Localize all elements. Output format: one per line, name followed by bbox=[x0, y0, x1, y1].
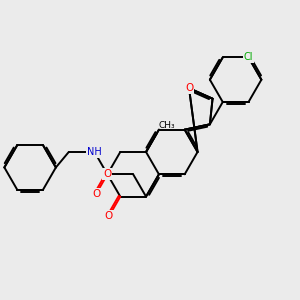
Text: O: O bbox=[105, 211, 113, 221]
Text: CH₃: CH₃ bbox=[159, 121, 175, 130]
Text: Cl: Cl bbox=[244, 52, 253, 62]
Text: O: O bbox=[92, 189, 100, 199]
Text: O: O bbox=[103, 169, 112, 179]
Text: NH: NH bbox=[87, 147, 102, 157]
Text: O: O bbox=[185, 83, 193, 93]
